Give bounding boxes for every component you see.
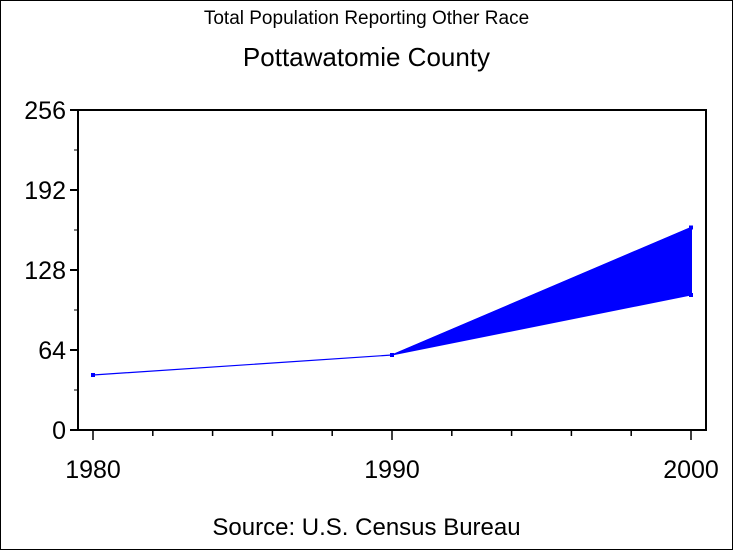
y-tick-label: 128 <box>24 257 66 285</box>
data-point <box>390 353 394 357</box>
chart-title: Total Population Reporting Other Race <box>203 8 530 29</box>
y-tick-label: 192 <box>24 177 66 205</box>
data-point <box>689 293 693 297</box>
y-tick-label: 256 <box>24 97 66 125</box>
y-tick-label: 64 <box>38 337 66 365</box>
x-tick-label: 1990 <box>364 456 420 484</box>
y-tick-label: 0 <box>52 417 66 445</box>
data-point <box>689 225 693 230</box>
chart-source-note: Source: U.S. Census Bureau <box>212 514 521 541</box>
chart-subtitle: Pottawatomie County <box>242 42 491 72</box>
data-point <box>91 373 95 377</box>
x-tick-label: 2000 <box>663 456 719 484</box>
x-tick-label: 1980 <box>65 456 121 484</box>
